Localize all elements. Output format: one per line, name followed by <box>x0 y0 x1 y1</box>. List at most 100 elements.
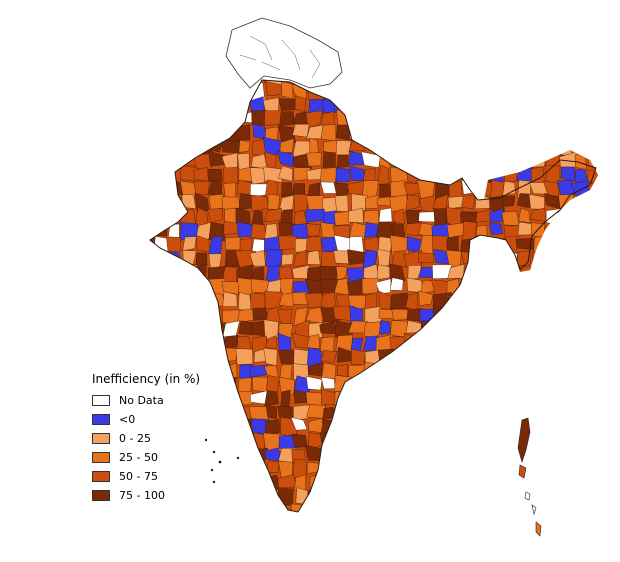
district-cell <box>589 306 598 324</box>
district-cell <box>545 138 564 157</box>
district-cell <box>376 96 392 115</box>
district-cell <box>518 364 530 382</box>
district-cell <box>403 516 416 536</box>
district-cell <box>575 277 590 296</box>
district-cell <box>319 502 337 512</box>
district-cell <box>446 458 464 476</box>
district-cell <box>392 447 405 463</box>
district-cell <box>460 319 479 337</box>
district-cell <box>516 154 533 170</box>
district-cell <box>544 389 562 404</box>
district-cell <box>586 402 598 420</box>
district-cell <box>389 503 407 512</box>
district-cell <box>573 307 590 322</box>
district-cell <box>572 250 587 268</box>
legend-item: <0 <box>92 410 232 429</box>
district-cell <box>277 487 294 506</box>
district-cell <box>375 278 392 295</box>
district-cell <box>589 249 598 265</box>
district-cell <box>305 208 326 223</box>
district-cell <box>601 278 616 297</box>
district-cell <box>433 208 448 227</box>
district-cell <box>407 265 422 280</box>
district-cell <box>529 417 545 434</box>
district-cell <box>501 476 521 490</box>
district-cell <box>348 208 364 224</box>
district-cell <box>208 193 224 211</box>
district-cell <box>361 404 377 423</box>
district-cell <box>150 333 158 354</box>
district-cell <box>447 334 463 351</box>
district-cell <box>348 151 366 166</box>
district-cell <box>278 235 299 250</box>
district-cell <box>376 248 391 268</box>
district-cell <box>405 445 418 467</box>
district-cell <box>559 109 578 130</box>
district-cell <box>489 96 503 114</box>
district-cell <box>265 419 281 435</box>
district-cell <box>336 124 352 141</box>
district-cell <box>362 518 377 531</box>
district-cell <box>600 377 612 395</box>
district-cell <box>601 152 620 171</box>
district-cell <box>587 418 598 432</box>
district-cell <box>585 446 598 460</box>
district-cell <box>181 194 197 209</box>
legend-swatch <box>92 414 110 425</box>
district-cell <box>292 249 307 268</box>
district-cell <box>180 348 200 364</box>
district-cell <box>168 154 181 166</box>
district-cell <box>375 501 393 512</box>
district-cell <box>601 502 616 521</box>
district-cell <box>533 236 545 253</box>
district-cell <box>418 81 434 102</box>
district-cell <box>336 503 349 512</box>
district-cell <box>571 448 589 464</box>
district-cell <box>166 263 184 279</box>
district-cell <box>197 347 212 366</box>
country-outline <box>149 79 597 513</box>
district-cell <box>402 389 421 409</box>
district-cell <box>251 503 268 512</box>
district-cell <box>460 110 473 125</box>
district-cell <box>193 278 209 298</box>
district-cell <box>434 363 448 381</box>
district-cell <box>265 405 277 419</box>
district-cell <box>603 490 615 506</box>
district-cell <box>474 95 489 112</box>
district-cell <box>362 420 379 439</box>
district-cell <box>462 517 480 532</box>
district-cell <box>501 195 516 207</box>
district-cell <box>265 500 283 512</box>
district-cell <box>516 193 531 209</box>
district-cell <box>572 418 589 432</box>
district-cell <box>221 503 238 512</box>
district-cell <box>391 80 405 84</box>
district-cell <box>530 334 551 354</box>
district-cell <box>267 193 280 210</box>
district-cell <box>530 166 545 183</box>
district-cell <box>235 518 251 535</box>
district-cell <box>600 168 616 185</box>
district-cell <box>335 462 350 474</box>
district-cell <box>586 82 598 99</box>
district-cell <box>348 391 364 406</box>
district-cell <box>418 138 434 154</box>
district-cell <box>474 419 489 435</box>
district-cell <box>544 80 562 83</box>
district-cell <box>222 99 240 116</box>
district-cell <box>150 95 159 112</box>
district-cell <box>278 98 298 111</box>
district-cell <box>460 362 479 379</box>
district-cell <box>446 153 459 172</box>
district-cell <box>378 320 391 335</box>
district-cell <box>179 293 195 310</box>
district-cell <box>432 80 449 88</box>
district-cell <box>546 432 561 450</box>
district-cell <box>601 474 619 491</box>
district-cell <box>150 265 156 285</box>
lakshadweep-islands <box>204 438 240 484</box>
district-cell <box>150 224 156 237</box>
district-cell <box>406 153 423 170</box>
district-cell <box>489 476 508 494</box>
